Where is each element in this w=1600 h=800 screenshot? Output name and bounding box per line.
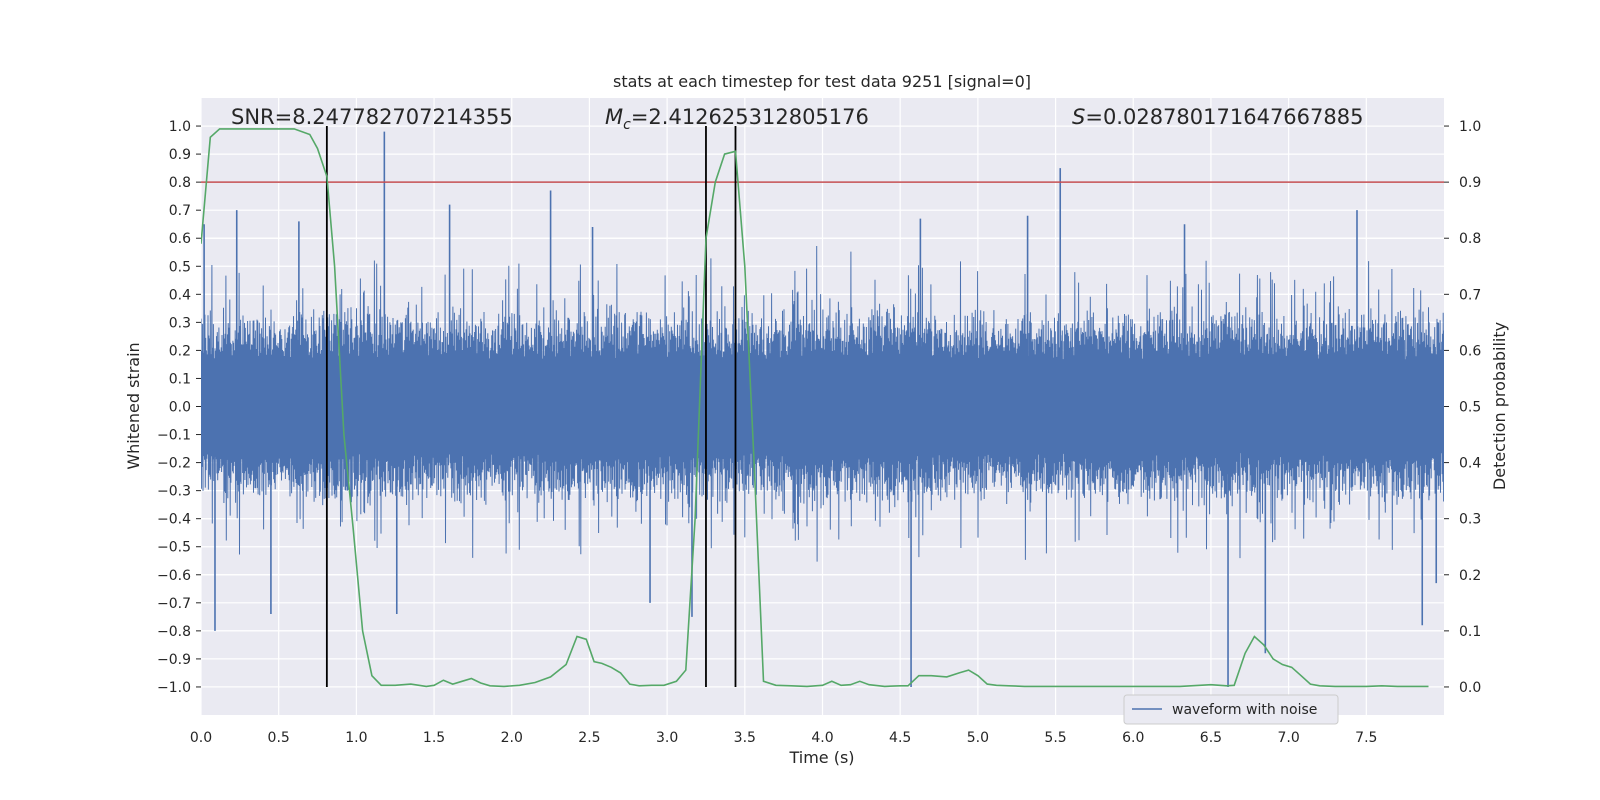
figure: 0.0 0.5 1.0 1.5 2.0 2.5 3.0 3.5 4.0 4.5 5.0 5.5 6.0 6… [124,72,1509,767]
x-tick-label: 2.0 [501,730,523,746]
chirp-mass-annotation: Mc=2.412625312805176 [605,105,869,133]
y-tick-label: −0.3 [157,484,191,500]
y-right-tick-label: 0.0 [1459,680,1481,696]
y-right-tick-label: 1.0 [1459,119,1481,135]
y-tick-label: 0.9 [169,147,191,163]
waveform-spikes [203,131,1438,687]
probability-series [201,128,1429,688]
y-right-tick-label: 0.8 [1459,231,1481,247]
y-tick-label: −0.8 [157,624,191,640]
y-right-tick-label: 0.2 [1459,568,1481,584]
y-axis-ticks: 1.0 0.9 0.8 0.7 0.6 0.5 0.4 0.3 0.2 0.1 0.0 −0.1 −0.… [157,119,201,696]
snr-annotation: SNR=8.247782707214355 [231,105,513,129]
legend-box [1123,694,1339,725]
x-tick-label: 1.5 [423,730,445,746]
x-tick-label: 5.5 [1044,730,1066,746]
x-tick-label: 0.0 [190,730,212,746]
x-tick-label: 4.5 [889,730,911,746]
x-axis-label: Time (s) [788,748,854,767]
y-right-tick-label: 0.1 [1459,624,1481,640]
plot-content [201,126,1444,688]
y-tick-label: −0.5 [157,540,191,556]
y-right-tick-label: 0.7 [1459,287,1481,303]
y-tick-label: 0.6 [169,231,191,247]
x-tick-label: 1.0 [345,730,367,746]
x-tick-label: 3.5 [734,730,756,746]
x-tick-label: 3.0 [656,730,678,746]
legend: waveform with noise [1123,694,1339,725]
y-right-tick-label: 0.5 [1459,400,1481,416]
x-tick-label: 4.0 [811,730,833,746]
chart-title: stats at each timestep for test data 925… [613,72,1031,91]
y-tick-label: 0.4 [169,287,191,303]
y-tick-label: −0.4 [157,512,191,528]
y-right-tick-label: 0.9 [1459,175,1481,191]
legend-label: waveform with noise [1172,702,1317,718]
y-tick-label: 0.5 [169,259,191,275]
score-annotation: S=0.028780171647667885 [1072,105,1363,129]
y-axis-label: Whitened strain [124,342,143,469]
x-tick-label: 6.5 [1200,730,1222,746]
x-tick-label: 2.5 [578,730,600,746]
waveform-series [201,245,1444,562]
score-symbol: S [1072,105,1085,129]
event-markers [325,126,737,687]
y-tick-label: 0.8 [169,175,191,191]
y-tick-label: −0.9 [157,652,191,668]
y-tick-label: 0.1 [169,371,191,387]
y-tick-label: −0.7 [157,596,191,612]
x-axis-ticks: 0.0 0.5 1.0 1.5 2.0 2.5 3.0 3.5 4.0 4.5 5.0 5.5 6.0 6… [190,730,1378,746]
chirp-mass-subscript: c [623,117,631,133]
y-right-axis-label: Detection probability [1490,322,1509,490]
score-value: =0.028780171647667885 [1085,105,1363,129]
x-tick-label: 7.5 [1355,730,1377,746]
y-tick-label: −0.1 [157,428,191,444]
y-tick-label: 1.0 [169,119,191,135]
y-tick-label: −1.0 [157,680,191,696]
x-tick-label: 6.0 [1122,730,1144,746]
y-tick-label: 0.7 [169,203,191,219]
y-tick-label: 0.2 [169,343,191,359]
x-tick-label: 0.5 [268,730,290,746]
chirp-mass-symbol: M [605,105,623,129]
y-tick-label: 0.0 [169,400,191,416]
y-right-tick-label: 0.4 [1459,456,1481,472]
chirp-mass-value: =2.412625312805176 [631,105,869,129]
y-tick-label: −0.2 [157,456,191,472]
y-right-tick-label: 0.6 [1459,343,1481,359]
y-right-axis-ticks: 1.0 0.9 0.8 0.7 0.6 0.5 0.4 0.3 0.2 0.1 0.0 [1444,119,1481,696]
x-tick-label: 5.0 [967,730,989,746]
x-tick-label: 7.0 [1277,730,1299,746]
y-right-tick-label: 0.3 [1459,512,1481,528]
y-tick-label: 0.3 [169,315,191,331]
y-tick-label: −0.6 [157,568,191,584]
